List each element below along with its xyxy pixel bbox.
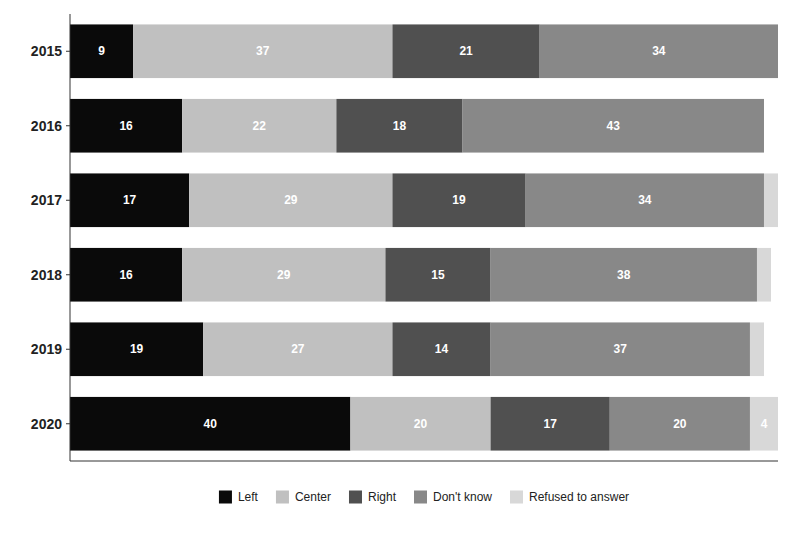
y-tick-label: 2020	[31, 416, 62, 432]
data-label: 19	[452, 193, 466, 207]
legend-item: Don't know	[414, 490, 492, 504]
bar-segment	[133, 24, 392, 78]
bar-segment	[750, 322, 764, 376]
bar-segment	[392, 322, 490, 376]
data-label: 40	[204, 417, 218, 431]
legend-label: Refused to answer	[529, 490, 629, 504]
chart: 9 37 21 34 16 22 18 43 17 29 19 34 16 29 15 38 19 27 14 37 4…	[0, 0, 800, 533]
bar-segment	[526, 173, 764, 227]
y-tick-label: 2017	[31, 192, 62, 208]
legend-swatch	[414, 491, 427, 504]
y-tick-label: 2018	[31, 267, 62, 283]
x-axis-line	[70, 461, 778, 462]
data-label: 37	[614, 342, 628, 356]
data-label: 34	[638, 193, 652, 207]
legend-label: Left	[238, 490, 259, 504]
bar-segment	[189, 173, 392, 227]
bar-segment	[336, 99, 462, 153]
legend-swatch	[349, 491, 362, 504]
data-label: 29	[277, 268, 291, 282]
data-labels: 9 37 21 34 16 22 18 43 17 29 19 34 16 29 15 38 19 27 14 37 4…	[98, 44, 767, 431]
data-label: 43	[607, 119, 621, 133]
bar-segment	[491, 322, 750, 376]
legend-label: Center	[295, 490, 331, 504]
data-label: 17	[543, 417, 557, 431]
bar-segment	[350, 397, 490, 451]
bar-segment	[764, 173, 778, 227]
legend-swatch	[219, 491, 232, 504]
y-tick-label: 2015	[31, 43, 62, 59]
data-label: 16	[119, 119, 133, 133]
data-label: 15	[431, 268, 445, 282]
data-label: 17	[123, 193, 137, 207]
data-label: 37	[256, 44, 270, 58]
legend-label: Don't know	[433, 490, 492, 504]
y-tick	[66, 125, 70, 126]
bar-segment	[182, 248, 385, 302]
bar-segment	[70, 24, 133, 78]
y-tick	[66, 200, 70, 201]
y-tick	[66, 349, 70, 350]
data-label: 22	[253, 119, 267, 133]
data-label: 19	[130, 342, 144, 356]
legend-item: Right	[349, 490, 397, 504]
bar-segment	[750, 397, 778, 451]
data-label: 16	[119, 268, 133, 282]
bar-segment	[70, 248, 182, 302]
data-label: 34	[652, 44, 666, 58]
y-tick	[66, 274, 70, 275]
chart-container: 9 37 21 34 16 22 18 43 17 29 19 34 16 29 15 38 19 27 14 37 4…	[0, 0, 800, 533]
bar-segment	[778, 24, 779, 78]
legend-swatch	[510, 491, 523, 504]
data-label: 4	[761, 417, 768, 431]
bar-segment	[610, 397, 750, 451]
data-label: 9	[98, 44, 105, 58]
axes: 201520162017201820192020	[31, 14, 778, 461]
legend-swatch	[276, 491, 289, 504]
bar-segment	[491, 248, 757, 302]
bar-segment	[70, 173, 189, 227]
bar-segment	[203, 322, 392, 376]
bar-segment	[392, 173, 525, 227]
legend: Left Center Right Don't know Refused to answ…	[219, 490, 629, 504]
bar-segment	[757, 248, 771, 302]
bar-segment	[540, 24, 778, 78]
data-label: 20	[414, 417, 428, 431]
bars	[70, 24, 778, 450]
data-label: 27	[291, 342, 305, 356]
bar-segment	[763, 99, 764, 153]
y-tick	[66, 423, 70, 424]
data-label: 18	[393, 119, 407, 133]
data-label: 14	[435, 342, 449, 356]
bar-segment	[182, 99, 336, 153]
data-label: 21	[459, 44, 473, 58]
y-tick-label: 2016	[31, 118, 62, 134]
legend-label: Right	[368, 490, 397, 504]
bar-segment	[70, 322, 203, 376]
data-label: 29	[284, 193, 298, 207]
legend-item: Left	[219, 490, 259, 504]
bar-segment	[392, 24, 539, 78]
bar-segment	[463, 99, 764, 153]
bar-segment	[491, 397, 610, 451]
bar-segment	[70, 397, 350, 451]
legend-item: Refused to answer	[510, 490, 629, 504]
bar-segment	[385, 248, 490, 302]
y-tick-label: 2019	[31, 341, 62, 357]
data-label: 20	[673, 417, 687, 431]
y-tick	[66, 51, 70, 52]
bar-segment	[70, 99, 182, 153]
y-axis-line	[70, 14, 71, 461]
legend-item: Center	[276, 490, 331, 504]
data-label: 38	[617, 268, 631, 282]
